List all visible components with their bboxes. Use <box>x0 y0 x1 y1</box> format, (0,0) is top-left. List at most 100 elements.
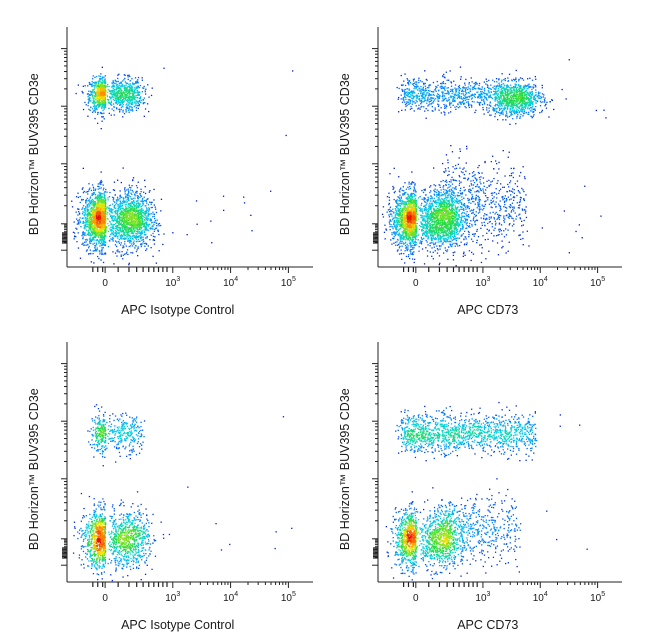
event-dot <box>505 252 507 254</box>
event-dot <box>476 83 478 85</box>
event-dot <box>134 101 136 104</box>
event-dot <box>496 182 498 184</box>
event-dot <box>138 232 140 235</box>
event-dot <box>93 250 95 252</box>
event-dot <box>99 221 101 223</box>
event-dot <box>132 179 134 181</box>
event-dot <box>86 249 88 251</box>
event-dot <box>92 85 94 87</box>
event-dot <box>143 213 145 215</box>
event-dot <box>145 200 147 202</box>
event-dot <box>146 236 148 238</box>
event-dot <box>126 226 128 228</box>
event-dot <box>77 220 79 222</box>
event-dot <box>523 198 525 201</box>
event-dot <box>409 250 411 252</box>
event-dot <box>96 207 98 209</box>
event-dot <box>544 105 546 107</box>
event-dot <box>127 209 129 211</box>
event-dot <box>81 208 83 210</box>
event-dot <box>97 218 99 221</box>
event-dot <box>122 111 124 113</box>
event-dot <box>101 78 103 80</box>
event-dot <box>479 178 481 181</box>
event-dot <box>136 105 139 107</box>
event-dot <box>464 254 466 256</box>
event-dot <box>425 194 427 196</box>
event-dot <box>440 82 442 85</box>
event-dot <box>92 222 95 224</box>
event-dot <box>130 189 132 191</box>
event-dot <box>418 107 420 109</box>
event-dot <box>456 105 458 108</box>
event-dot <box>411 253 414 255</box>
event-dot <box>99 196 101 198</box>
event-dot <box>398 253 401 255</box>
event-dot <box>469 226 471 228</box>
event-dot <box>490 232 493 234</box>
event-dot <box>139 209 141 211</box>
event-dot <box>427 244 429 246</box>
event-dot <box>125 88 128 90</box>
event-dot <box>146 223 148 225</box>
event-dot <box>137 101 139 103</box>
event-dot <box>133 225 136 227</box>
event-dot <box>87 98 89 100</box>
event-dot <box>433 189 435 192</box>
event-dot <box>125 237 127 240</box>
event-dot <box>128 74 130 76</box>
event-dot <box>480 183 482 185</box>
event-dot <box>94 197 96 200</box>
event-dot <box>138 214 140 216</box>
event-dot <box>119 201 122 203</box>
event-dot <box>108 220 111 222</box>
event-dot <box>390 239 392 241</box>
event-dot <box>94 82 96 84</box>
event-dot <box>138 91 140 93</box>
event-dot <box>131 185 133 187</box>
event-dot <box>101 230 103 232</box>
event-dot <box>112 92 114 94</box>
event-dot <box>478 84 480 87</box>
event-dot <box>402 186 404 188</box>
event-dot <box>81 213 84 215</box>
event-dot <box>525 216 528 219</box>
event-dot <box>119 95 121 97</box>
event-dot <box>508 217 510 219</box>
event-dot <box>147 245 149 247</box>
event-dot <box>140 213 142 215</box>
event-dot <box>498 218 501 221</box>
event-dot <box>121 225 123 227</box>
event-dot <box>114 244 117 246</box>
event-dot <box>113 114 115 116</box>
event-dot <box>106 95 109 98</box>
event-dot <box>84 241 86 243</box>
event-dot <box>121 102 124 104</box>
event-dot <box>444 77 446 79</box>
event-dot <box>139 226 141 228</box>
event-dot <box>108 230 110 233</box>
event-dot <box>471 100 473 103</box>
event-dot <box>131 231 133 233</box>
axes: 0 103 104 105 <box>61 27 313 289</box>
event-dot <box>142 200 144 202</box>
event-dot <box>129 99 131 101</box>
event-dot <box>119 190 121 192</box>
event-dot <box>120 202 122 204</box>
event-dot <box>100 73 102 75</box>
event-dot <box>595 109 597 112</box>
event-dot <box>446 100 448 102</box>
event-dot <box>144 205 146 207</box>
event-dot <box>115 89 117 91</box>
event-dot <box>507 80 509 82</box>
event-dot <box>97 195 99 197</box>
event-dot <box>144 219 146 221</box>
event-dot <box>118 217 120 219</box>
event-dot <box>101 209 103 211</box>
event-dot <box>114 252 117 254</box>
event-dot <box>448 174 450 176</box>
event-dot <box>79 196 81 198</box>
event-dot <box>93 239 95 241</box>
event-dot <box>407 255 410 258</box>
